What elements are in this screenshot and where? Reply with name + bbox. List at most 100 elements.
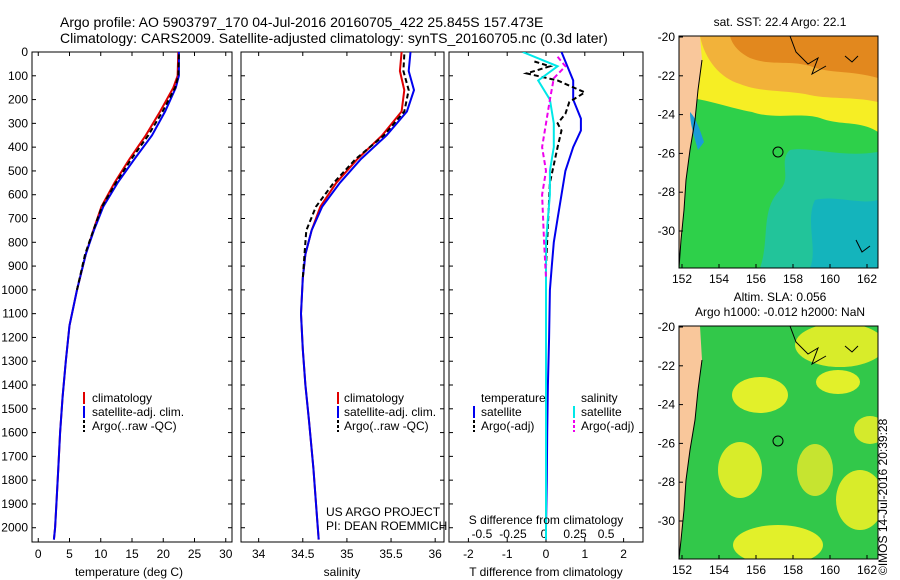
- temperature-lines: [52, 52, 180, 540]
- sst-map-title: sat. SST: 22.4 Argo: 22.1: [714, 15, 847, 29]
- depth-axis: 0 100 200 300 400 500 600 700 800 900 1000 1100 1200…: [1, 45, 232, 535]
- series-line: [541, 56, 567, 279]
- y-tick-label: 1500: [1, 402, 28, 416]
- map-y-tick-label: -26: [658, 146, 676, 160]
- x-tick-label: 2: [620, 547, 627, 561]
- legend-label: satellite: [481, 405, 522, 419]
- x2-tick-label: 0: [541, 527, 548, 541]
- argo-location-marker: [772, 435, 784, 447]
- sst-map-axes: 152 154 156 158 160 162 -20 -22 -24 -26 -28 -30: [658, 30, 878, 286]
- x2-tick-label: -0.5: [472, 527, 493, 541]
- y-tick-label: 300: [8, 116, 28, 130]
- map-x-tick-label: 160: [820, 563, 840, 577]
- difference-panel: -2 -1 0 1 2 -0.5 -0.25 0 0.25 0.5 T difference f…: [448, 51, 644, 579]
- sst-map-panel: sat. SST: 22.4 Argo: 22.1 152 154 156 158 16…: [658, 15, 879, 286]
- map-x-tick-label: 158: [783, 272, 803, 286]
- y-tick-label: 1600: [1, 426, 28, 440]
- y-tick-label: 100: [8, 69, 28, 83]
- map-y-tick-label: -20: [658, 320, 676, 334]
- x-tick-label: 10: [94, 547, 108, 561]
- map-y-tick-label: -20: [658, 30, 676, 44]
- x-tick-label: 35.5: [379, 547, 403, 561]
- difference-y-ticks: [449, 51, 643, 529]
- sla-map-title-1: Altim. SLA: 0.056: [734, 290, 827, 304]
- y-tick-label: 1100: [2, 307, 28, 321]
- x-tick-label: -1: [502, 547, 513, 561]
- map-x-tick-label: 154: [709, 563, 729, 577]
- salinity-xlabel: salinity: [324, 565, 361, 579]
- map-x-tick-label: 162: [857, 563, 877, 577]
- salinity-panel: 34 34.5 35 35.5 36 salinity climatology sate…: [240, 51, 447, 579]
- temperature-x-axis: 0 5 10 15 20 25 30: [35, 52, 233, 561]
- map-y-tick-label: -30: [658, 514, 676, 528]
- project-line-2: PI: DEAN ROEMMICH: [326, 519, 447, 533]
- map-x-tick-label: 154: [709, 272, 729, 286]
- x-tick-label: 35: [340, 547, 354, 561]
- map-x-tick-label: 152: [672, 563, 692, 577]
- legend-temperature-title: temperature: [481, 391, 546, 405]
- y-tick-label: 1900: [1, 497, 28, 511]
- map-x-tick-label: 160: [820, 272, 840, 286]
- difference-x-axis: -2 -1 0 1 2: [463, 52, 627, 561]
- difference-legend: temperature satellite Argo(-adj) salinit…: [473, 391, 634, 433]
- argo-location-marker: [772, 146, 784, 158]
- x-tick-label: 36: [428, 547, 442, 561]
- x-tick-label: 0: [543, 547, 550, 561]
- sla-map-title-2: Argo h1000: -0.012 h2000: NaN: [695, 305, 865, 319]
- temperature-panel: 0100200300400500600700800900100011001200…: [1, 45, 232, 579]
- legend-label: Argo(-adj): [581, 419, 634, 433]
- x-tick-label: -2: [463, 547, 474, 561]
- legend-label: climatology: [344, 391, 404, 405]
- sla-map-panel: Altim. SLA: 0.056 Argo h1000: -0.012 h20…: [658, 290, 879, 577]
- y-tick-label: 1200: [1, 330, 28, 344]
- map-y-tick-label: -22: [658, 359, 676, 373]
- y-tick-label: 500: [8, 164, 28, 178]
- x-tick-label: 34.5: [291, 547, 315, 561]
- salinity-legend: climatology satellite-adj. clim. Argo(..…: [337, 391, 436, 433]
- map-x-tick-label: 162: [857, 272, 877, 286]
- salinity-x-axis: 34 34.5 35 35.5 36: [252, 52, 442, 561]
- series-line: [52, 52, 180, 540]
- y-tick-label: 2000: [1, 521, 28, 535]
- map-y-tick-label: -24: [658, 108, 676, 122]
- y-tick-label: 700: [8, 212, 28, 226]
- y-tick-label: 1300: [1, 354, 28, 368]
- map-y-tick-label: -28: [658, 185, 676, 199]
- map-y-tick-label: -26: [658, 436, 676, 450]
- x-tick-label: 5: [66, 547, 73, 561]
- map-y-tick-label: -30: [658, 224, 676, 238]
- x2-tick-label: 0.5: [598, 527, 615, 541]
- y-tick-label: 600: [8, 188, 28, 202]
- temperature-legend: climatology satellite-adj. clim. Argo(..…: [83, 391, 184, 433]
- y-tick-label: 200: [8, 93, 28, 107]
- series-line: [522, 60, 587, 267]
- salinity-axes-frame: [240, 51, 445, 543]
- s-difference-label: S difference from climatology: [469, 513, 624, 527]
- legend-label: Argo(..raw -QC): [92, 419, 177, 433]
- legend-salinity-title: salinity: [581, 391, 618, 405]
- y-tick-label: 1800: [1, 473, 28, 487]
- x-tick-label: 30: [219, 547, 233, 561]
- legend-label: Argo(..raw -QC): [344, 419, 429, 433]
- y-tick-label: 1400: [1, 378, 28, 392]
- temperature-axes-frame: [31, 51, 233, 543]
- legend-label: satellite-adj. clim.: [344, 405, 436, 419]
- sla-map-image: [679, 326, 878, 559]
- salinity-difference-axis: -0.5 -0.25 0 0.25 0.5: [472, 527, 615, 541]
- series-line: [522, 52, 560, 540]
- sla-map-axes: 152 154 156 158 160 162 -20 -22 -24 -26 -28 -30: [658, 320, 878, 577]
- series-line: [299, 52, 416, 540]
- map-x-tick-label: 158: [783, 563, 803, 577]
- y-tick-label: 1000: [1, 283, 28, 297]
- salinity-lines: [299, 52, 416, 540]
- legend-label: Argo(-adj): [481, 419, 534, 433]
- x-tick-label: 34: [252, 547, 266, 561]
- legend-label: satellite: [581, 405, 622, 419]
- map-x-tick-label: 156: [746, 272, 766, 286]
- y-tick-label: 800: [8, 235, 28, 249]
- project-line-1: US ARGO PROJECT: [326, 505, 441, 519]
- x-tick-label: 0: [35, 547, 42, 561]
- salinity-y-ticks: [241, 51, 444, 529]
- title-line-1: Argo profile: AO 5903797_170 04-Jul-2016…: [60, 14, 544, 30]
